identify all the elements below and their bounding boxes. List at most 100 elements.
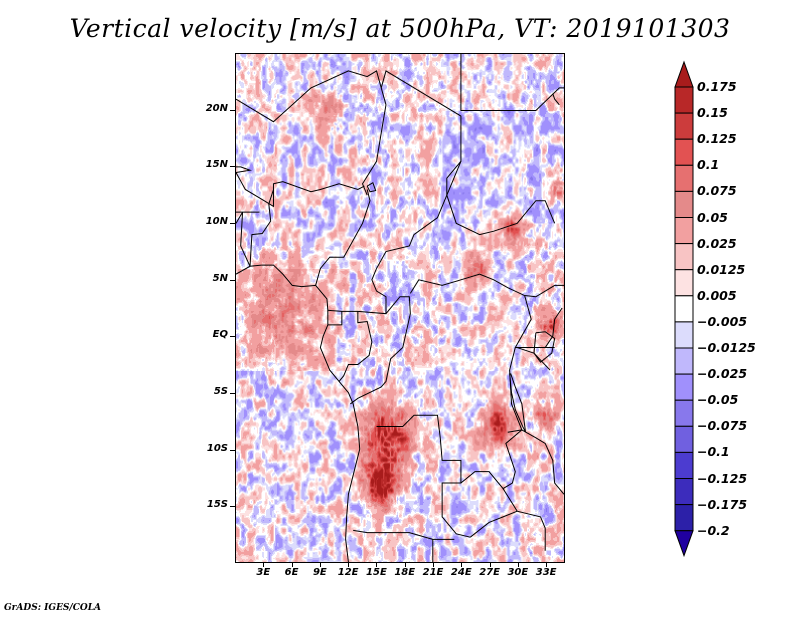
lat-tick-label: 15N [205,159,228,171]
colorbar-level-label: −0.2 [697,522,730,538]
lon-tick-mark [263,563,265,567]
border-line [544,307,563,348]
colorbar-level-label: −0.0125 [697,340,756,355]
border-line [236,70,387,196]
colorbar-swatch [674,399,694,427]
border-line [338,311,373,382]
colorbar-level-label: 0.15 [697,105,728,121]
border-line [469,510,518,538]
colorbar [674,60,694,558]
lon-tick-label: 30E [507,567,529,578]
colorbar-swatch [674,425,694,453]
lon-tick-label: 15E [366,567,387,578]
colorbar-swatch [674,347,694,375]
colorbar-max-arrow [674,60,694,88]
map-plot-area [235,53,565,563]
lon-tick-label: 9E [312,567,327,578]
colorbar-level-label: −0.075 [697,418,748,434]
border-line [236,172,365,208]
lon-tick-mark [433,563,434,567]
colorbar-swatch [674,321,694,349]
colorbar-level-label: −0.125 [697,470,748,486]
colorbar-swatch [674,86,694,114]
border-line [236,211,251,267]
lat-tick-label: 10N [205,216,228,227]
lat-tick-mark [230,393,235,394]
border-line [327,268,387,315]
border-line [261,264,361,562]
colorbar-level-label: −0.1 [697,444,730,460]
border-line [446,161,462,196]
lon-tick-mark [517,563,519,567]
lon-tick-mark [546,563,548,567]
border-line [353,529,455,540]
border-line [327,311,343,326]
colorbar-level-label: −0.05 [697,392,739,408]
lon-tick-label: 18E [394,567,416,578]
colorbar-min-arrow [674,530,694,558]
lake-outline [366,181,377,193]
colorbar-swatch [674,112,694,140]
lon-tick-label: 12E [337,567,359,578]
border-line [376,414,471,538]
lon-tick-mark [461,563,463,567]
border-line [446,194,556,236]
chart-title: Vertical velocity [m/s] at 500hPa, VT: 2… [69,14,731,43]
lon-tick-mark [404,563,406,567]
colorbar-swatch [674,504,694,532]
lat-tick-label: EQ [212,329,228,341]
colorbar-level-label: 0.005 [697,287,737,303]
colorbar-level-label: 0.05 [697,209,728,225]
border-line [315,189,371,286]
colorbar-swatch [674,164,694,192]
lon-tick-mark [348,563,350,567]
grads-credit: GrADS: IGES/COLA [4,603,102,613]
lat-tick-label: 5N [212,272,228,284]
lat-tick-label: 5S [213,386,228,397]
lon-tick-label: 3E [256,567,271,578]
colorbar-swatch [674,295,694,323]
border-line [552,93,560,106]
colorbar-swatch [674,451,694,479]
lat-tick-label: 10S [206,442,228,454]
border-line [376,70,462,269]
lat-tick-mark [230,166,235,168]
lat-tick-mark [230,336,235,338]
lat-tick-mark [230,449,235,451]
lon-tick-mark [489,563,491,567]
lon-tick-label: 6E [284,567,299,578]
border-line [350,296,411,405]
colorbar-level-label: 0.075 [697,183,737,199]
country-borders [236,54,564,562]
lon-tick-mark [376,563,378,567]
colorbar-level-label: −0.025 [697,366,748,382]
colorbar-level-label: 0.025 [697,235,737,251]
colorbar-level-label: −0.005 [697,313,748,329]
colorbar-swatch [674,373,694,401]
vertical-velocity-field [236,54,564,562]
lon-tick-mark [291,563,293,567]
colorbar-swatch [674,217,694,245]
colorbar-swatch [674,243,694,271]
lon-tick-label: 33E [535,567,557,578]
lon-tick-label: 24E [450,567,472,578]
colorbar-swatch [674,190,694,218]
border-line [521,429,564,495]
colorbar-level-label: 0.0125 [697,261,746,277]
border-line [460,54,564,111]
lat-tick-mark [230,223,235,224]
lat-tick-mark [230,279,235,281]
lake-outline [533,331,556,363]
lat-tick-label: 20N [205,102,228,114]
lon-tick-label: 27E [479,567,500,578]
border-line [502,488,546,551]
border-line [236,264,262,275]
colorbar-level-label: 0.1 [697,157,720,173]
lon-tick-label: 21E [422,567,444,578]
border-line [249,189,274,267]
colorbar-swatch [674,478,694,506]
lake-outline [509,373,527,433]
colorbar-level-label: 0.175 [697,79,737,94]
lat-tick-mark [230,109,235,111]
border-line [236,166,252,174]
